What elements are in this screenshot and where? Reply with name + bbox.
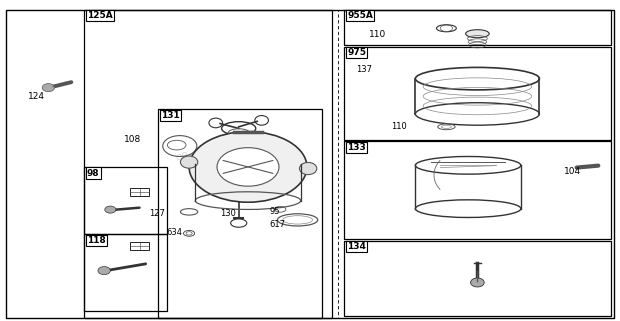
- Ellipse shape: [105, 206, 116, 213]
- Text: 133: 133: [347, 143, 366, 152]
- Bar: [84, 10, 332, 318]
- Bar: [84, 234, 167, 311]
- Text: 118: 118: [87, 236, 105, 245]
- Ellipse shape: [466, 30, 489, 38]
- Bar: [84, 167, 167, 234]
- Bar: [130, 188, 149, 196]
- Text: 617: 617: [270, 220, 286, 229]
- Text: 125A: 125A: [87, 11, 113, 20]
- Text: 975: 975: [347, 48, 366, 57]
- Bar: [130, 242, 149, 250]
- Ellipse shape: [217, 148, 279, 186]
- Text: 104: 104: [564, 167, 582, 176]
- Text: 955A: 955A: [347, 11, 373, 20]
- Ellipse shape: [98, 266, 110, 275]
- Text: 137: 137: [356, 65, 373, 74]
- Bar: [338, 10, 614, 318]
- Bar: [344, 241, 611, 316]
- Circle shape: [167, 140, 186, 150]
- Text: 124: 124: [28, 92, 45, 101]
- Bar: [158, 109, 322, 318]
- Text: 127: 127: [149, 209, 165, 218]
- Text: 110: 110: [391, 122, 406, 131]
- Bar: [344, 47, 611, 140]
- Text: 131: 131: [161, 111, 180, 120]
- Text: 110: 110: [369, 30, 386, 39]
- Text: 634: 634: [166, 228, 182, 237]
- Ellipse shape: [299, 162, 317, 175]
- Ellipse shape: [42, 84, 55, 92]
- Text: 95: 95: [270, 207, 280, 216]
- Text: 130: 130: [220, 209, 236, 218]
- Ellipse shape: [471, 278, 484, 287]
- Text: 134: 134: [347, 242, 366, 251]
- Ellipse shape: [180, 156, 198, 168]
- Bar: [344, 10, 611, 45]
- Bar: [344, 141, 611, 239]
- Text: 98: 98: [87, 169, 99, 178]
- Text: eReplacementParts.com: eReplacementParts.com: [176, 152, 295, 162]
- Ellipse shape: [189, 132, 307, 202]
- Text: 108: 108: [124, 135, 141, 144]
